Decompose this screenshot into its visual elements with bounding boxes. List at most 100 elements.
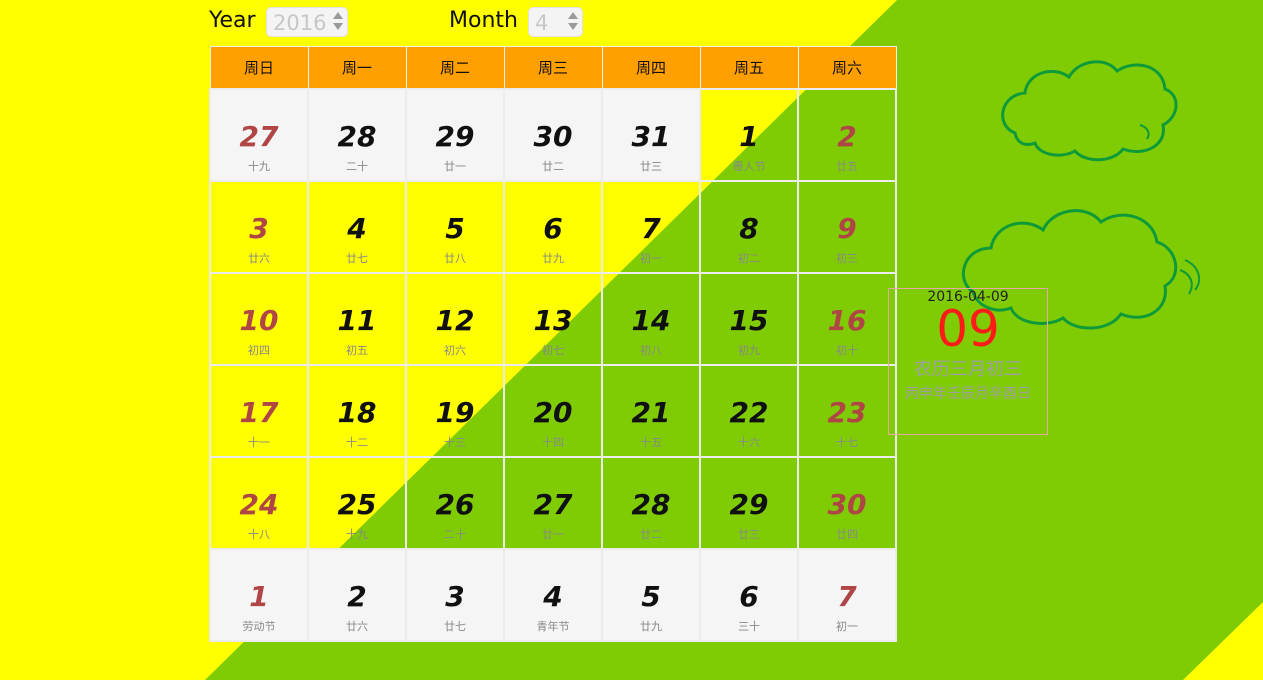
calendar-day-cell[interactable]: 17 十一: [209, 364, 309, 458]
calendar-day-cell[interactable]: 15 初九: [699, 272, 799, 366]
calendar-day-cell[interactable]: 14 初八: [601, 272, 701, 366]
lunar-label: 廿四: [836, 528, 858, 541]
calendar-day-cell[interactable]: 22 十六: [699, 364, 799, 458]
day-number: 1: [249, 580, 269, 613]
calendar-day-cell[interactable]: 6 廿九: [503, 180, 603, 274]
lunar-label: 劳动节: [242, 620, 276, 633]
calendar-week-row: 27 十九 28 二十 29 廿一 30 廿二 31 廿三 1 愚人节 2 廿五: [209, 88, 897, 182]
day-number: 31: [631, 120, 671, 153]
day-number: 17: [239, 396, 279, 429]
day-number: 29: [729, 488, 769, 521]
weekday-header-cell: 周日: [209, 46, 309, 90]
day-number: 22: [729, 396, 769, 429]
day-number: 4: [543, 580, 563, 613]
calendar-day-cell[interactable]: 16 初十: [797, 272, 897, 366]
lunar-label: 十八: [248, 528, 270, 541]
month-value[interactable]: 4: [535, 11, 549, 35]
lunar-label: 青年节: [536, 620, 570, 633]
calendar-day-cell[interactable]: 29 廿一: [405, 88, 505, 182]
day-number: 5: [641, 580, 661, 613]
calendar-day-cell[interactable]: 12 初六: [405, 272, 505, 366]
calendar-day-cell[interactable]: 5 廿九: [601, 548, 701, 642]
calendar-day-cell[interactable]: 21 十五: [601, 364, 701, 458]
calendar-day-cell[interactable]: 8 初二: [699, 180, 799, 274]
day-number: 4: [347, 212, 367, 245]
lunar-label: 十二: [346, 436, 368, 449]
day-number: 21: [631, 396, 671, 429]
lunar-label: 十一: [248, 436, 270, 449]
calendar-day-cell[interactable]: 19 十三: [405, 364, 505, 458]
lunar-label: 二十: [346, 160, 368, 173]
calendar-day-cell[interactable]: 3 廿七: [405, 548, 505, 642]
calendar-day-cell[interactable]: 29 廿三: [699, 456, 799, 550]
lunar-label: 廿六: [346, 620, 368, 633]
calendar-day-cell[interactable]: 27 廿一: [503, 456, 603, 550]
calendar-day-cell[interactable]: 3 廿六: [209, 180, 309, 274]
weekday-header-cell: 周二: [405, 46, 505, 90]
calendar-day-cell[interactable]: 2 廿六: [307, 548, 407, 642]
calendar-day-cell[interactable]: 24 十八: [209, 456, 309, 550]
calendar-day-cell[interactable]: 13 初七: [503, 272, 603, 366]
lunar-label: 廿一: [542, 528, 564, 541]
day-number: 5: [445, 212, 465, 245]
calendar-day-cell[interactable]: 11 初五: [307, 272, 407, 366]
calendar-week-row: 3 廿六 4 廿七 5 廿八 6 廿九 7 初一 8 初二 9 初三: [209, 180, 897, 274]
calendar-day-cell[interactable]: 27 十九: [209, 88, 309, 182]
lunar-label: 初一: [836, 620, 858, 633]
calendar-day-cell[interactable]: 4 青年节: [503, 548, 603, 642]
calendar-day-cell[interactable]: 4 廿七: [307, 180, 407, 274]
calendar-week-row: 1 劳动节 2 廿六 3 廿七 4 青年节 5 廿九 6 三十 7 初一: [209, 548, 897, 642]
lunar-label: 廿七: [444, 620, 466, 633]
detail-lunar-date: 农历三月初三: [914, 359, 1022, 380]
calendar-day-cell[interactable]: 9 初三: [797, 180, 897, 274]
day-number: 27: [533, 488, 573, 521]
lunar-label: 初二: [738, 252, 760, 265]
stepper-arrows-icon[interactable]: [568, 12, 578, 34]
calendar-day-cell[interactable]: 1 劳动节: [209, 548, 309, 642]
lunar-label: 廿三: [640, 160, 662, 173]
calendar-day-cell[interactable]: 23 十七: [797, 364, 897, 458]
calendar-day-cell[interactable]: 30 廿二: [503, 88, 603, 182]
year-stepper[interactable]: 2016: [266, 7, 348, 37]
lunar-label: 廿八: [444, 252, 466, 265]
day-number: 19: [435, 396, 475, 429]
calendar-day-cell[interactable]: 20 十四: [503, 364, 603, 458]
calendar-day-cell[interactable]: 31 廿三: [601, 88, 701, 182]
calendar-day-cell[interactable]: 6 三十: [699, 548, 799, 642]
calendar-day-cell[interactable]: 30 廿四: [797, 456, 897, 550]
day-number: 14: [631, 304, 671, 337]
calendar-day-cell[interactable]: 1 愚人节: [699, 88, 799, 182]
calendar-controls: Year 2016 Month 4: [209, 4, 609, 38]
detail-day: 09: [936, 300, 1000, 358]
calendar-day-cell[interactable]: 28 二十: [307, 88, 407, 182]
day-number: 2: [347, 580, 367, 613]
weekday-header-cell: 周三: [503, 46, 603, 90]
calendar-day-cell[interactable]: 25 十九: [307, 456, 407, 550]
detail-ganzhi: 丙申年壬辰月辛酉日: [905, 386, 1031, 402]
lunar-label: 廿六: [248, 252, 270, 265]
day-number: 18: [337, 396, 377, 429]
detail-date: 2016-04-09: [927, 289, 1009, 305]
cloud-icon: [961, 209, 1201, 330]
calendar-day-cell[interactable]: 7 初一: [601, 180, 701, 274]
calendar-day-cell[interactable]: 18 十二: [307, 364, 407, 458]
day-number: 10: [239, 304, 279, 337]
lunar-label: 廿五: [836, 160, 858, 173]
calendar-day-cell[interactable]: 28 廿二: [601, 456, 701, 550]
calendar-day-cell[interactable]: 26 二十: [405, 456, 505, 550]
calendar-day-cell[interactable]: 2 廿五: [797, 88, 897, 182]
day-number: 28: [631, 488, 671, 521]
calendar-day-cell[interactable]: 5 廿八: [405, 180, 505, 274]
stepper-arrows-icon[interactable]: [333, 12, 343, 34]
calendar-day-cell[interactable]: 10 初四: [209, 272, 309, 366]
month-stepper[interactable]: 4: [528, 7, 583, 37]
day-number: 24: [239, 488, 279, 521]
day-number: 28: [337, 120, 377, 153]
day-number: 7: [837, 580, 857, 613]
day-number: 25: [337, 488, 377, 521]
year-label: Year: [209, 8, 256, 33]
weekday-header-cell: 周五: [699, 46, 799, 90]
calendar-day-cell[interactable]: 7 初一: [797, 548, 897, 642]
day-number: 9: [837, 212, 857, 245]
year-value[interactable]: 2016: [273, 11, 327, 35]
